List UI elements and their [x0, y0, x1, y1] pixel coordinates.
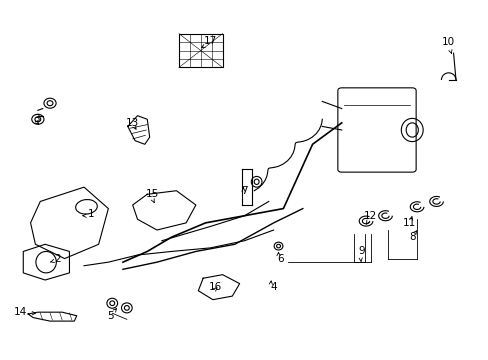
Text: 16: 16 [208, 282, 222, 292]
Text: 17: 17 [203, 36, 217, 46]
Text: 12: 12 [364, 211, 377, 221]
Text: 8: 8 [408, 232, 415, 242]
Text: 3: 3 [33, 114, 40, 124]
Text: 5: 5 [107, 311, 114, 321]
Text: 15: 15 [145, 189, 159, 199]
Text: 9: 9 [357, 247, 364, 256]
Text: 13: 13 [126, 118, 139, 128]
Text: 11: 11 [403, 218, 416, 228]
Text: 10: 10 [441, 37, 454, 48]
Text: 1: 1 [88, 209, 95, 219]
Text: 4: 4 [270, 282, 276, 292]
Text: 6: 6 [277, 253, 284, 264]
Text: 2: 2 [54, 253, 61, 264]
Text: 14: 14 [14, 307, 27, 317]
Text: 7: 7 [241, 186, 247, 196]
